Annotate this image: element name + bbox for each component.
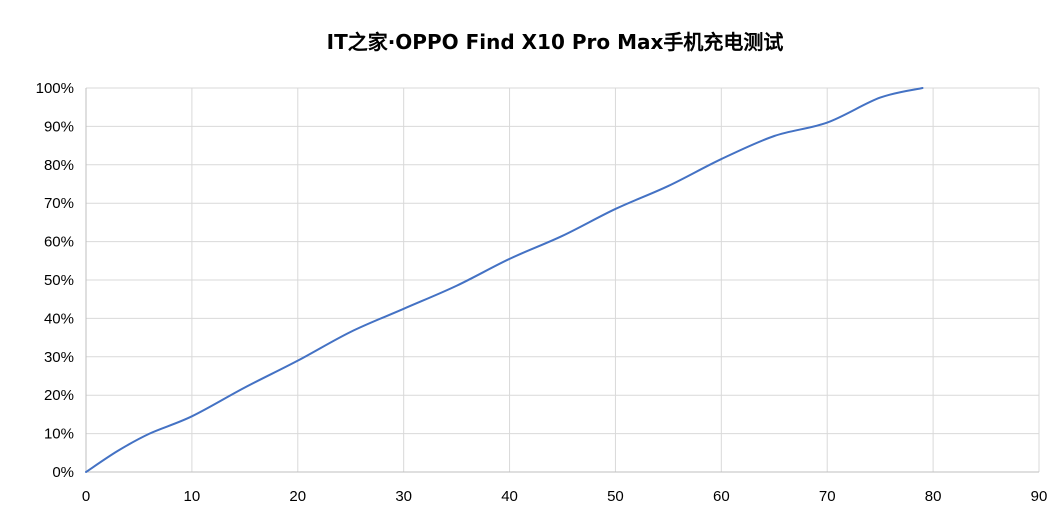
y-tick-label: 40% [44, 310, 74, 327]
x-tick-label: 40 [501, 488, 518, 505]
x-tick-label: 20 [289, 488, 306, 505]
chart-title: IT之家·OPPO Find X10 Pro Max手机充电测试 [326, 30, 784, 54]
x-tick-label: 10 [184, 488, 201, 505]
x-tick-label: 0 [82, 488, 90, 505]
x-tick-label: 50 [607, 488, 624, 505]
x-tick-label: 60 [713, 488, 730, 505]
x-tick-label: 70 [819, 488, 836, 505]
y-tick-label: 0% [52, 464, 74, 481]
series-line [85, 87, 924, 473]
y-tick-label: 50% [44, 272, 74, 289]
y-tick-label: 100% [36, 80, 74, 97]
x-tick-label: 80 [925, 488, 942, 505]
y-tick-label: 60% [44, 234, 74, 251]
y-tick-label: 90% [44, 118, 74, 135]
x-tick-label: 30 [395, 488, 412, 505]
label-layer: 0% 10% 20% 30% 40% 50% 60% 70% 80% 90% 100% 0 10 20 30… [36, 80, 1048, 505]
y-tick-label: 10% [44, 426, 74, 443]
y-tick-label: 70% [44, 195, 74, 212]
y-tick-label: 30% [44, 349, 74, 366]
axis-layer [85, 88, 1039, 473]
y-tick-label: 20% [44, 387, 74, 404]
grid-layer [85, 87, 1040, 473]
y-tick-label: 80% [44, 157, 74, 174]
series-layer [85, 87, 924, 473]
x-tick-label: 90 [1031, 488, 1048, 505]
